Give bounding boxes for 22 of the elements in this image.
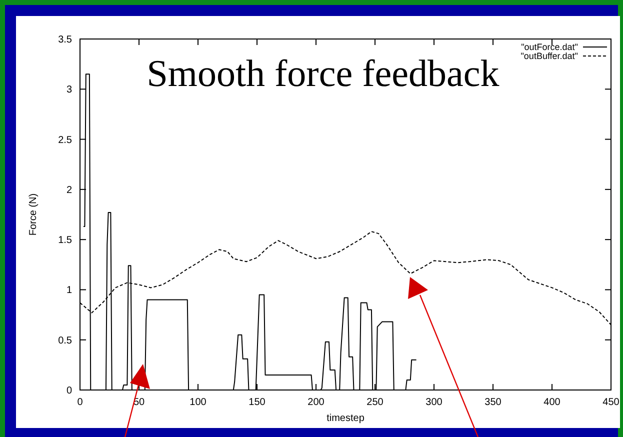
y-tick-label: 1.5 xyxy=(58,235,72,246)
x-tick-label: 200 xyxy=(308,397,325,408)
y-tick-label: 1 xyxy=(66,285,72,296)
x-tick-label: 450 xyxy=(602,397,620,408)
x-tick-label: 400 xyxy=(544,397,561,408)
x-tick-label: 250 xyxy=(366,397,384,408)
y-tick-label: 0 xyxy=(66,386,72,396)
x-tick-label: 350 xyxy=(484,397,502,408)
legend-label: "outBuffer.dat" xyxy=(520,51,578,61)
x-tick-label: 100 xyxy=(190,397,207,408)
y-tick-label: 2 xyxy=(66,184,72,196)
chart-title: Smooth force feedback xyxy=(146,53,500,95)
x-tick-label: 0 xyxy=(77,397,84,408)
y-tick-label: 2.5 xyxy=(58,134,72,146)
x-axis-title: timestep xyxy=(326,413,365,424)
y-tick-label: 3 xyxy=(66,84,72,96)
y-tick-label: 3.5 xyxy=(58,34,72,46)
x-tick-label: 300 xyxy=(426,397,443,408)
legend-label: "outForce.dat" xyxy=(521,42,578,52)
y-axis-title: Force (N) xyxy=(28,193,39,236)
x-tick-label: 150 xyxy=(248,397,266,408)
y-tick-label: 0.5 xyxy=(58,335,72,346)
